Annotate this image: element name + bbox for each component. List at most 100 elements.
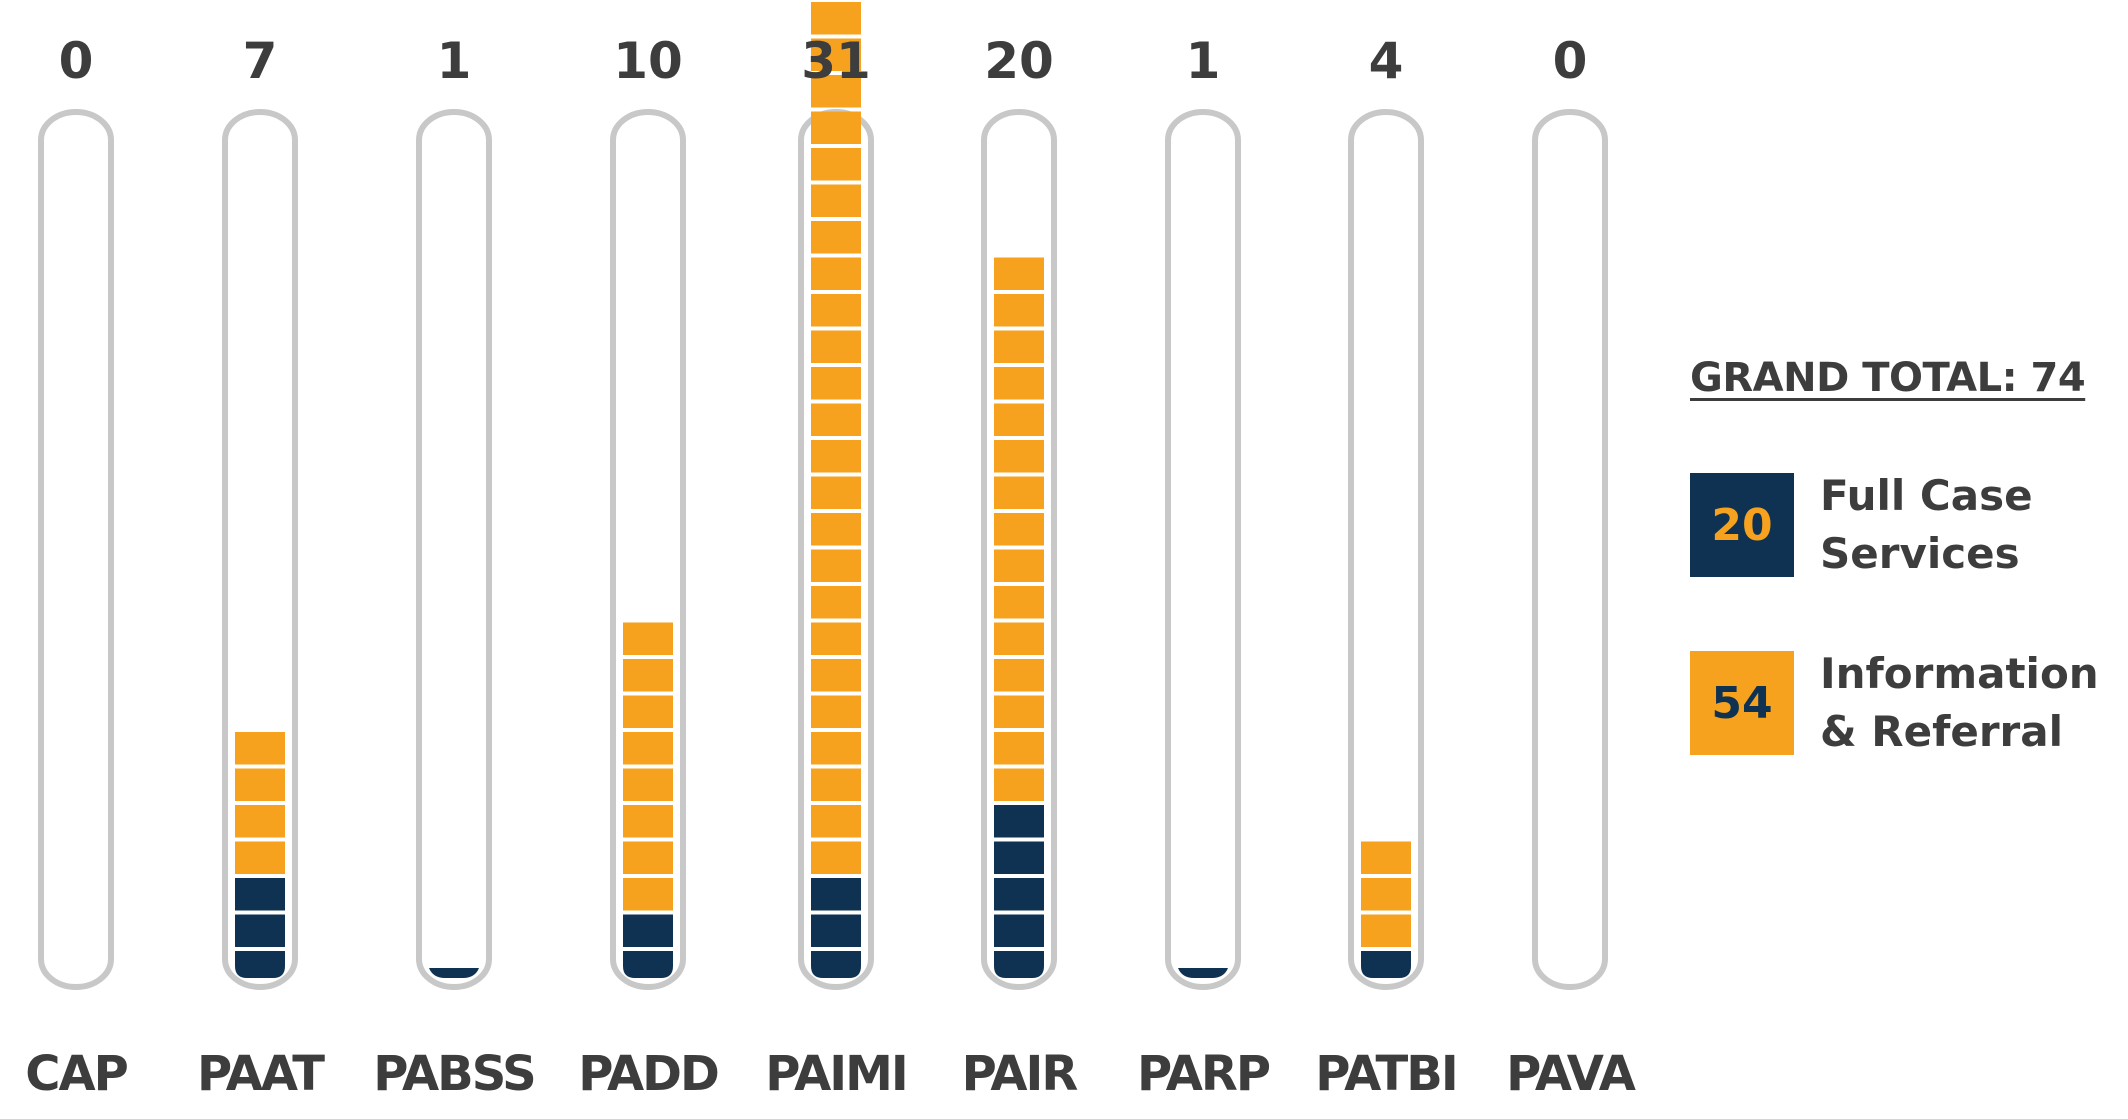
legend-label-full-case: Full Case Services xyxy=(1820,467,2033,583)
full-case-unit xyxy=(235,951,285,978)
full-case-unit xyxy=(1361,951,1411,978)
info-referral-unit xyxy=(235,805,285,838)
info-referral-unit xyxy=(811,549,861,582)
category-label: PAIMI xyxy=(765,1046,906,1102)
info-referral-unit xyxy=(811,38,861,71)
info-referral-unit xyxy=(811,221,861,254)
info-referral-unit xyxy=(994,513,1044,546)
info-referral-unit xyxy=(811,330,861,363)
info-referral-unit xyxy=(623,732,673,765)
category-label: PATBI xyxy=(1315,1046,1456,1102)
tube-padd: 10 PADD xyxy=(578,32,720,1102)
info-referral-unit xyxy=(811,805,861,838)
info-referral-unit xyxy=(994,367,1044,400)
legend-swatch-full-case: 20 xyxy=(1690,473,1794,577)
legend-label-line: Information xyxy=(1820,649,2099,698)
category-label: PARP xyxy=(1137,1046,1270,1102)
info-referral-unit xyxy=(811,513,861,546)
info-referral-unit xyxy=(994,294,1044,327)
total-label: 1 xyxy=(1186,32,1221,90)
info-referral-unit xyxy=(811,111,861,144)
info-referral-unit xyxy=(994,659,1044,692)
full-case-unit xyxy=(235,878,285,911)
tube-outline xyxy=(1348,109,1424,990)
info-referral-unit xyxy=(623,695,673,728)
full-case-unit xyxy=(994,951,1044,978)
info-referral-unit xyxy=(623,805,673,838)
tube-outline xyxy=(610,109,686,990)
full-case-unit xyxy=(811,878,861,911)
full-case-unit xyxy=(811,914,861,947)
total-label: 20 xyxy=(984,32,1054,90)
info-referral-unit xyxy=(623,659,673,692)
info-referral-unit xyxy=(811,257,861,290)
full-case-unit xyxy=(235,914,285,947)
legend-swatch-information-referral: 54 xyxy=(1690,651,1794,755)
legend: GRAND TOTAL: 74 20 Full Case Services 54… xyxy=(1690,355,2110,756)
category-label: PABSS xyxy=(373,1046,535,1102)
legend-item-information-referral: 54 Information & Referral xyxy=(1690,645,2099,761)
total-label: 4 xyxy=(1369,32,1404,90)
info-referral-unit xyxy=(811,184,861,217)
info-referral-unit xyxy=(811,75,861,108)
legend-label-information-referral: Information & Referral xyxy=(1820,645,2099,761)
legend-label-line: Services xyxy=(1820,529,2020,578)
info-referral-unit xyxy=(623,841,673,874)
info-referral-unit xyxy=(1361,914,1411,947)
tube-outline xyxy=(38,109,114,990)
info-referral-unit xyxy=(994,768,1044,801)
tube-patbi: 4 PATBI xyxy=(1315,32,1458,1102)
tube-outline xyxy=(1532,109,1608,990)
info-referral-unit xyxy=(811,768,861,801)
info-referral-unit xyxy=(811,586,861,619)
info-referral-unit xyxy=(623,768,673,801)
tube-paimi: 31 PAIMI xyxy=(765,2,909,1102)
info-referral-unit xyxy=(811,440,861,473)
full-case-unit xyxy=(623,951,673,978)
info-referral-unit xyxy=(994,586,1044,619)
tube-outline xyxy=(416,109,492,990)
total-label: 1 xyxy=(437,32,472,90)
category-label: PADD xyxy=(578,1046,718,1102)
full-case-unit xyxy=(994,805,1044,838)
info-referral-unit xyxy=(811,695,861,728)
category-label: PAIR xyxy=(962,1046,1078,1102)
info-referral-unit xyxy=(811,622,861,655)
info-referral-unit xyxy=(623,878,673,911)
info-referral-unit xyxy=(1361,878,1411,911)
tube-cap: 0 CAP xyxy=(25,32,129,1102)
full-case-unit xyxy=(811,951,861,978)
info-referral-unit xyxy=(811,294,861,327)
info-referral-unit xyxy=(994,622,1044,655)
info-referral-unit xyxy=(994,440,1044,473)
full-case-unit xyxy=(429,968,479,978)
info-referral-unit xyxy=(994,330,1044,363)
legend-label-line: & Referral xyxy=(1820,707,2063,756)
full-case-unit xyxy=(1178,968,1228,978)
info-referral-unit xyxy=(994,476,1044,509)
info-referral-unit xyxy=(994,732,1044,765)
category-label: PAAT xyxy=(197,1046,325,1102)
info-referral-unit xyxy=(235,732,285,765)
tube-pair: 20 PAIR xyxy=(962,32,1080,1102)
info-referral-unit xyxy=(994,403,1044,436)
full-case-unit xyxy=(994,878,1044,911)
info-referral-unit xyxy=(994,549,1044,582)
info-referral-unit xyxy=(811,367,861,400)
tube-pava: 0 PAVA xyxy=(1506,32,1638,1102)
tube-parp: 1 PARP xyxy=(1137,32,1272,1102)
grand-total-title: GRAND TOTAL: 74 xyxy=(1690,355,2086,401)
full-case-unit xyxy=(994,914,1044,947)
category-label: CAP xyxy=(25,1046,127,1102)
info-referral-unit xyxy=(235,768,285,801)
full-case-unit xyxy=(623,914,673,947)
total-label: 0 xyxy=(59,32,94,90)
info-referral-unit xyxy=(994,257,1044,290)
legend-label-line: Full Case xyxy=(1820,471,2033,520)
info-referral-unit xyxy=(811,403,861,436)
info-referral-unit xyxy=(623,622,673,655)
info-referral-unit xyxy=(811,841,861,874)
total-label: 10 xyxy=(613,32,683,90)
tube-pabss: 1 PABSS xyxy=(373,32,537,1102)
info-referral-unit xyxy=(811,2,861,35)
